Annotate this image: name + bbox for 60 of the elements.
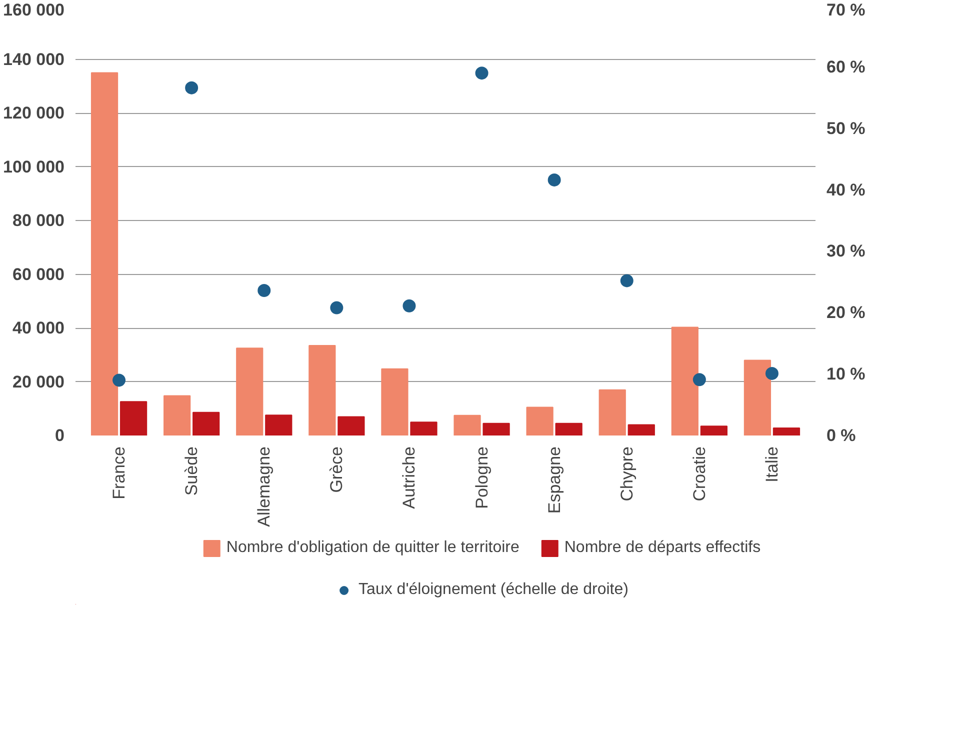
x-tick-label: Suède <box>182 446 202 496</box>
point <box>112 374 126 387</box>
y2-tick-label: 50 % <box>826 118 866 138</box>
point <box>330 301 344 314</box>
y-tick-label: 20 000 <box>12 372 65 392</box>
x-tick-label: Espagne <box>544 446 564 514</box>
bar <box>454 414 481 436</box>
bar <box>700 426 728 436</box>
x-tick-label: Pologne <box>472 446 492 509</box>
y2-tick-label: 40 % <box>826 180 866 200</box>
x-tick-label: Grèce <box>327 446 346 493</box>
bar <box>308 344 336 436</box>
y2-tick-label: 0 % <box>826 426 856 445</box>
y-tick-label: 100 000 <box>3 157 64 176</box>
y-tick-label: 80 000 <box>12 211 65 230</box>
point <box>475 66 488 80</box>
bar <box>164 395 191 436</box>
x-tick-label: Autriche <box>400 446 419 509</box>
x-tick-label: Allemagne <box>254 446 274 527</box>
point <box>765 366 778 380</box>
bar <box>265 414 292 436</box>
bar <box>192 412 220 436</box>
y2-tick-label: 70 % <box>826 0 866 20</box>
bar <box>598 389 626 436</box>
point <box>185 81 198 94</box>
x-tick-label: Italie <box>762 446 782 482</box>
bar <box>628 424 655 436</box>
y-tick-label: 120 000 <box>3 104 64 122</box>
bar <box>120 401 148 436</box>
y2-tick-label: 10 % <box>826 364 866 384</box>
bar <box>526 406 554 436</box>
bar <box>772 427 800 436</box>
point <box>548 173 561 186</box>
point <box>692 373 706 386</box>
x-tick-label: Croatie <box>690 446 709 502</box>
point <box>258 284 271 298</box>
bar <box>90 72 118 436</box>
bar <box>671 326 698 436</box>
y-tick-label: 60 000 <box>12 264 65 284</box>
bar <box>381 368 408 436</box>
y-tick-label: 40 000 <box>12 318 65 338</box>
bar <box>744 360 772 436</box>
y-tick-label: 140 000 <box>3 50 64 69</box>
y-tick-label: 160 000 <box>3 0 64 20</box>
y-tick-label: 0 <box>55 426 65 445</box>
bar <box>410 422 438 436</box>
bar <box>482 422 510 436</box>
x-tick-label: France <box>110 446 129 500</box>
point <box>402 299 416 312</box>
bar <box>338 416 365 436</box>
legend-label: Taux d'éloignement (échelle de droite) <box>358 581 628 599</box>
y2-tick-label: 60 % <box>826 57 866 76</box>
bar <box>236 348 264 436</box>
y2-tick-label: 30 % <box>826 242 866 261</box>
point <box>620 274 634 288</box>
bar <box>555 422 582 436</box>
y2-tick-label: 20 % <box>826 303 866 322</box>
x-tick-label: Chypre <box>617 446 636 502</box>
legend-label: Nombre de départs effectifs <box>564 539 761 557</box>
legend-label: Nombre d'obligation de quitter le territoire <box>226 539 520 557</box>
